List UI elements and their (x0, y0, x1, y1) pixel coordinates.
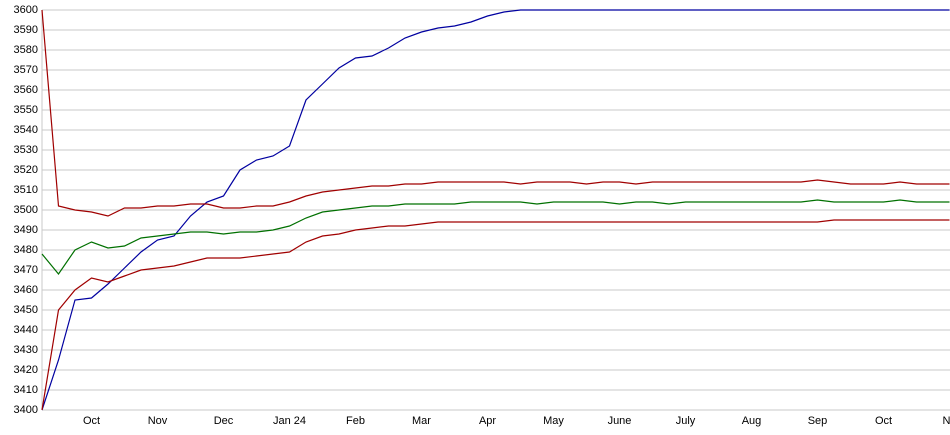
x-tick-label: Nov (148, 415, 168, 427)
x-tick-label: Oct (83, 415, 100, 427)
y-tick-label: 3510 (14, 184, 38, 196)
x-tick-label: Dec (214, 415, 234, 427)
y-tick-label: 3540 (14, 124, 38, 136)
x-tick-label: Feb (346, 415, 365, 427)
series-line (41, 9, 950, 411)
x-tick-label: Aug (742, 415, 762, 427)
y-tick-label: 3590 (14, 24, 38, 36)
y-tick-label: 3490 (14, 224, 38, 236)
y-tick-label: 3430 (14, 344, 38, 356)
x-tick-label: Mar (412, 415, 431, 427)
x-tick-label: July (676, 415, 696, 427)
x-tick-label: No (942, 415, 950, 427)
y-tick-label: 3420 (14, 364, 38, 376)
series-line (41, 9, 950, 217)
y-tick-label: 3440 (14, 324, 38, 336)
y-tick-label: 3530 (14, 144, 38, 156)
series-line (41, 199, 950, 275)
y-tick-label: 3500 (14, 204, 38, 216)
x-tick-label: May (543, 415, 564, 427)
y-tick-label: 3400 (14, 404, 38, 416)
x-tick-label: Jan 24 (273, 415, 306, 427)
y-tick-label: 3560 (14, 84, 38, 96)
x-tick-label: Sep (808, 415, 828, 427)
y-tick-label: 3520 (14, 164, 38, 176)
x-tick-label: Apr (479, 415, 496, 427)
y-tick-label: 3480 (14, 244, 38, 256)
y-tick-label: 3600 (14, 4, 38, 16)
series-line (41, 219, 950, 411)
x-tick-label: Oct (875, 415, 892, 427)
y-tick-label: 3570 (14, 64, 38, 76)
y-tick-label: 3450 (14, 304, 38, 316)
y-tick-label: 3550 (14, 104, 38, 116)
x-tick-label: June (608, 415, 632, 427)
y-tick-label: 3410 (14, 384, 38, 396)
y-tick-label: 3580 (14, 44, 38, 56)
y-tick-label: 3460 (14, 284, 38, 296)
y-tick-label: 3470 (14, 264, 38, 276)
